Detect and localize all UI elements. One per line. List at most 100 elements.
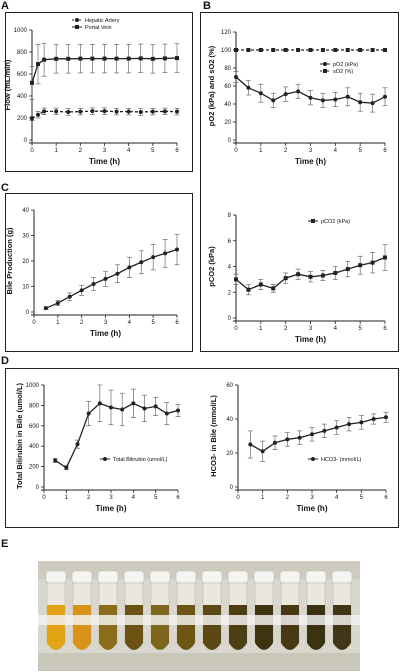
data-point xyxy=(246,48,251,52)
tube-cap xyxy=(279,570,301,584)
data-point xyxy=(310,432,314,437)
data-point xyxy=(320,98,325,103)
rack-bar-upper xyxy=(38,615,360,625)
data-point xyxy=(142,406,147,411)
series-1 xyxy=(233,71,388,113)
x-tick-label: 0 xyxy=(236,495,240,501)
tube-cap xyxy=(201,570,223,584)
data-point xyxy=(151,255,156,260)
legend-label: Total Bilirubin (umol/L) xyxy=(113,457,168,463)
data-point xyxy=(127,265,132,270)
panel-frame-b xyxy=(200,12,399,352)
y-tick-label: 0 xyxy=(36,485,40,491)
data-point xyxy=(383,48,387,52)
x-tick-label: 6 xyxy=(383,326,387,332)
legend-label: sO2 (%) xyxy=(333,69,353,75)
legend-label: Hepatic Artery xyxy=(85,18,120,24)
data-point xyxy=(260,449,265,454)
data-point xyxy=(258,91,263,96)
series-2 xyxy=(29,42,180,100)
y-tick-label: 4 xyxy=(228,265,232,271)
data-point xyxy=(30,116,34,121)
y-tick-label: 1000 xyxy=(26,383,40,389)
data-point xyxy=(370,48,375,52)
y-tick-label: 400 xyxy=(17,94,28,100)
data-point xyxy=(176,408,180,413)
y-tick-label: 10 xyxy=(22,285,29,291)
photo-top-band xyxy=(38,561,360,579)
data-point xyxy=(296,48,301,52)
tube-bile xyxy=(307,605,325,650)
data-point xyxy=(90,56,95,61)
series-1 xyxy=(52,384,181,470)
y-axis-label: Flow (mL/min) xyxy=(3,59,12,110)
data-point xyxy=(258,282,263,287)
data-point xyxy=(53,458,58,463)
data-point xyxy=(345,267,350,272)
series-1 xyxy=(247,411,389,462)
panel-label-c: C xyxy=(1,182,9,194)
data-point xyxy=(359,420,364,425)
x-tick-label: 3 xyxy=(310,495,314,501)
x-tick-label: 6 xyxy=(176,495,180,501)
legend: HCO3- (mmol/L) xyxy=(308,457,362,463)
series-1 xyxy=(233,244,388,296)
y-tick-label: 0 xyxy=(24,138,28,144)
data-point xyxy=(273,440,277,445)
y-tick-label: 80 xyxy=(224,66,231,72)
data-point xyxy=(283,48,288,52)
y-tick-label: 40 xyxy=(22,208,29,214)
data-point xyxy=(296,272,301,277)
panel-label-d: D xyxy=(1,355,9,367)
data-point xyxy=(271,286,276,291)
panel-label-b: B xyxy=(203,0,211,12)
x-tick-label: 2 xyxy=(284,148,288,154)
data-point xyxy=(91,281,96,286)
x-tick-label: 5 xyxy=(358,148,362,154)
data-point xyxy=(54,56,59,61)
data-point xyxy=(384,415,388,420)
y-tick-label: 0 xyxy=(26,310,30,316)
x-tick-label: 5 xyxy=(151,320,155,326)
tube-bile xyxy=(47,605,65,650)
x-tick-label: 1 xyxy=(261,495,265,501)
tube-cap xyxy=(253,570,275,584)
x-tick-label: 0 xyxy=(30,148,34,154)
data-point xyxy=(234,48,238,52)
data-point xyxy=(150,109,155,114)
data-point xyxy=(43,306,48,311)
series-line xyxy=(31,57,178,83)
data-point xyxy=(383,94,387,99)
tube-cap xyxy=(97,570,119,584)
x-tick-label: 0 xyxy=(234,326,238,332)
x-tick-label: 5 xyxy=(360,495,364,501)
chart-d1: 0 1 2 3 4 5 6 0 200 400 600 800 1000 Time (h) Total Bi… xyxy=(15,382,181,513)
y-tick-label: 200 xyxy=(29,465,40,471)
data-point xyxy=(370,101,375,106)
x-tick-label: 2 xyxy=(80,320,84,326)
data-point xyxy=(308,274,313,279)
tube-bile xyxy=(255,605,273,650)
data-point xyxy=(285,437,290,442)
data-point xyxy=(358,100,363,105)
tube-bile xyxy=(281,605,299,650)
data-point xyxy=(114,56,119,61)
tube-cap xyxy=(331,570,353,584)
legend-marker xyxy=(323,62,327,66)
x-tick-label: 3 xyxy=(103,148,107,154)
legend-marker xyxy=(311,457,315,461)
x-tick-label: 5 xyxy=(154,495,158,501)
data-point xyxy=(246,85,251,90)
x-tick-label: 4 xyxy=(334,148,338,154)
data-point xyxy=(164,411,169,416)
x-tick-label: 1 xyxy=(56,320,60,326)
chart-b2: 0 1 2 3 4 5 6 0 2 4 6 8 Time (h) pCO2 (kPa) pCO2 (kPa) xyxy=(207,213,388,344)
x-tick-label: 4 xyxy=(335,495,339,501)
data-point xyxy=(358,263,363,268)
y-tick-label: 20 xyxy=(22,259,29,265)
data-point xyxy=(162,109,167,114)
x-tick-label: 6 xyxy=(383,148,387,154)
legend-marker xyxy=(75,25,79,29)
y-tick-label: 60 xyxy=(226,383,233,389)
